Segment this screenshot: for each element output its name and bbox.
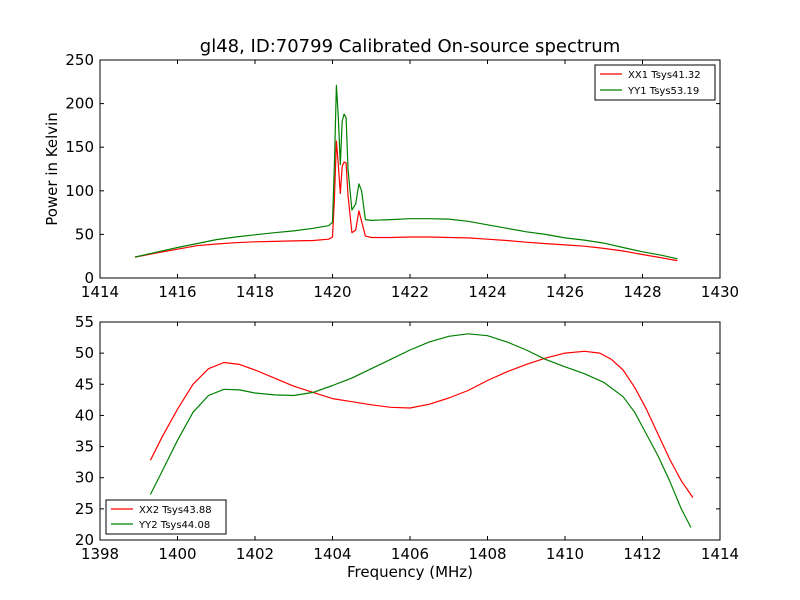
- x-tick-label: 1414: [81, 283, 119, 301]
- x-tick-label: 1418: [236, 283, 274, 301]
- y-tick-label: 20: [75, 531, 94, 549]
- y-tick-label: 45: [75, 375, 94, 393]
- y-tick-label: 50: [75, 344, 94, 362]
- y-tick-label: 100: [65, 182, 94, 200]
- x-tick-label: 1426: [546, 283, 584, 301]
- legend-label-yy1: YY1 Tsys53.19: [627, 86, 699, 97]
- x-tick-label: 1424: [468, 283, 506, 301]
- y-tick-label: 150: [65, 138, 94, 156]
- y-tick-label: 35: [75, 438, 94, 456]
- y-tick-label: 50: [75, 225, 94, 243]
- top-spectrum-chart: gl48, ID:70799 Calibrated On-source spec…: [43, 36, 739, 301]
- legend-box: [594, 64, 716, 101]
- bottom-legend: XX2 Tsys43.88 YY2 Tsys44.08: [105, 499, 227, 535]
- legend-label-xx2: XX2 Tsys43.88: [139, 505, 212, 516]
- y-tick-label: 30: [75, 469, 94, 487]
- x-tick-label: 1400: [158, 545, 196, 563]
- x-tick-label: 1416: [158, 283, 196, 301]
- x-axis-label: Frequency (MHz): [347, 563, 473, 581]
- x-tick-label: 1410: [546, 545, 584, 563]
- x-tick-label: 1398: [81, 545, 119, 563]
- y-tick-label: 0: [84, 269, 94, 287]
- y-tick-label: 25: [75, 500, 94, 518]
- x-tick-label: 1408: [468, 545, 506, 563]
- y-tick-label: 250: [65, 51, 94, 69]
- series-line-yy1: [134, 84, 678, 260]
- x-tick-label: 1422: [391, 283, 429, 301]
- x-tick-label: 1420: [313, 283, 351, 301]
- y-axis-label: Power in Kelvin: [43, 112, 61, 226]
- bottom-spectrum-chart: Frequency (MHz) 1398 1400 1402 1404 1406 1408…: [75, 313, 739, 581]
- legend-label-xx1: XX1 Tsys41.32: [628, 70, 701, 81]
- x-tick-label: 1406: [391, 545, 429, 563]
- x-tick-label: 1412: [623, 545, 661, 563]
- x-tick-label: 1402: [236, 545, 274, 563]
- bottom-plot-area: 1398 1400 1402 1404 1406 1408 1410 1412 1414 20 25…: [75, 313, 739, 563]
- chart-title: gl48, ID:70799 Calibrated On-source spec…: [200, 36, 620, 57]
- legend-box: [105, 499, 227, 535]
- x-tick-label: 1428: [623, 283, 661, 301]
- x-tick-label: 1414: [701, 545, 739, 563]
- x-tick-label: 1404: [313, 545, 351, 563]
- series-line-yy2: [149, 333, 692, 528]
- y-tick-label: 200: [65, 95, 94, 113]
- series-line-xx2: [149, 350, 694, 498]
- series-line-xx1: [134, 140, 678, 262]
- top-plot-area: 1414 1416 1418 1420 1422 1424 1426 1428 1430 0 50 1…: [65, 51, 739, 301]
- x-tick-label: 1430: [701, 283, 739, 301]
- y-tick-label: 55: [75, 313, 94, 331]
- y-tick-label: 40: [75, 406, 94, 424]
- legend-label-yy2: YY2 Tsys44.08: [138, 520, 210, 531]
- top-legend: XX1 Tsys41.32 YY1 Tsys53.19: [594, 64, 716, 101]
